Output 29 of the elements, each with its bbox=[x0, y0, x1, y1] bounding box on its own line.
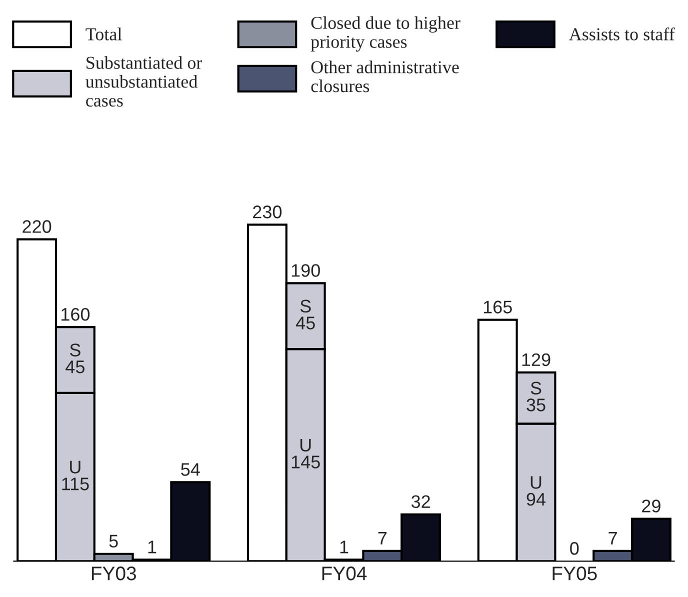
data-label: U 145 bbox=[292, 438, 320, 468]
total-label: 160 bbox=[62, 308, 90, 321]
data-label: 7 bbox=[378, 532, 387, 544]
data-label: 29 bbox=[642, 500, 660, 512]
data-label: 7 bbox=[608, 532, 617, 544]
data-label: S 45 bbox=[66, 344, 84, 374]
data-label: 0 bbox=[570, 542, 579, 555]
data-label: U 94 bbox=[526, 476, 546, 506]
data-label: S 45 bbox=[296, 300, 315, 330]
x-tick-label: FY03 bbox=[92, 566, 136, 580]
legend-label: Assists to staff bbox=[569, 27, 675, 40]
legend-label: Other administrative closures bbox=[311, 60, 459, 92]
total-label: 190 bbox=[292, 264, 320, 277]
data-label: 1 bbox=[148, 540, 156, 554]
data-label: 220 bbox=[22, 220, 52, 233]
data-label: 54 bbox=[181, 463, 200, 476]
data-label: 165 bbox=[484, 300, 512, 314]
data-label: U 115 bbox=[62, 460, 89, 490]
legend-label: Closed due to higher priority cases bbox=[310, 16, 460, 52]
total-label: 129 bbox=[522, 353, 550, 366]
data-label: 5 bbox=[109, 534, 118, 548]
data-label: 230 bbox=[253, 206, 282, 218]
x-tick-label: FY05 bbox=[552, 566, 597, 580]
legend-label: Total bbox=[86, 28, 122, 40]
data-label: S 35 bbox=[526, 382, 546, 412]
legend-label: Substantiated or unsubstantiated cases bbox=[86, 56, 202, 107]
data-label: 1 bbox=[340, 540, 348, 554]
data-label: 32 bbox=[411, 495, 430, 508]
x-tick-label: FY04 bbox=[322, 566, 367, 580]
